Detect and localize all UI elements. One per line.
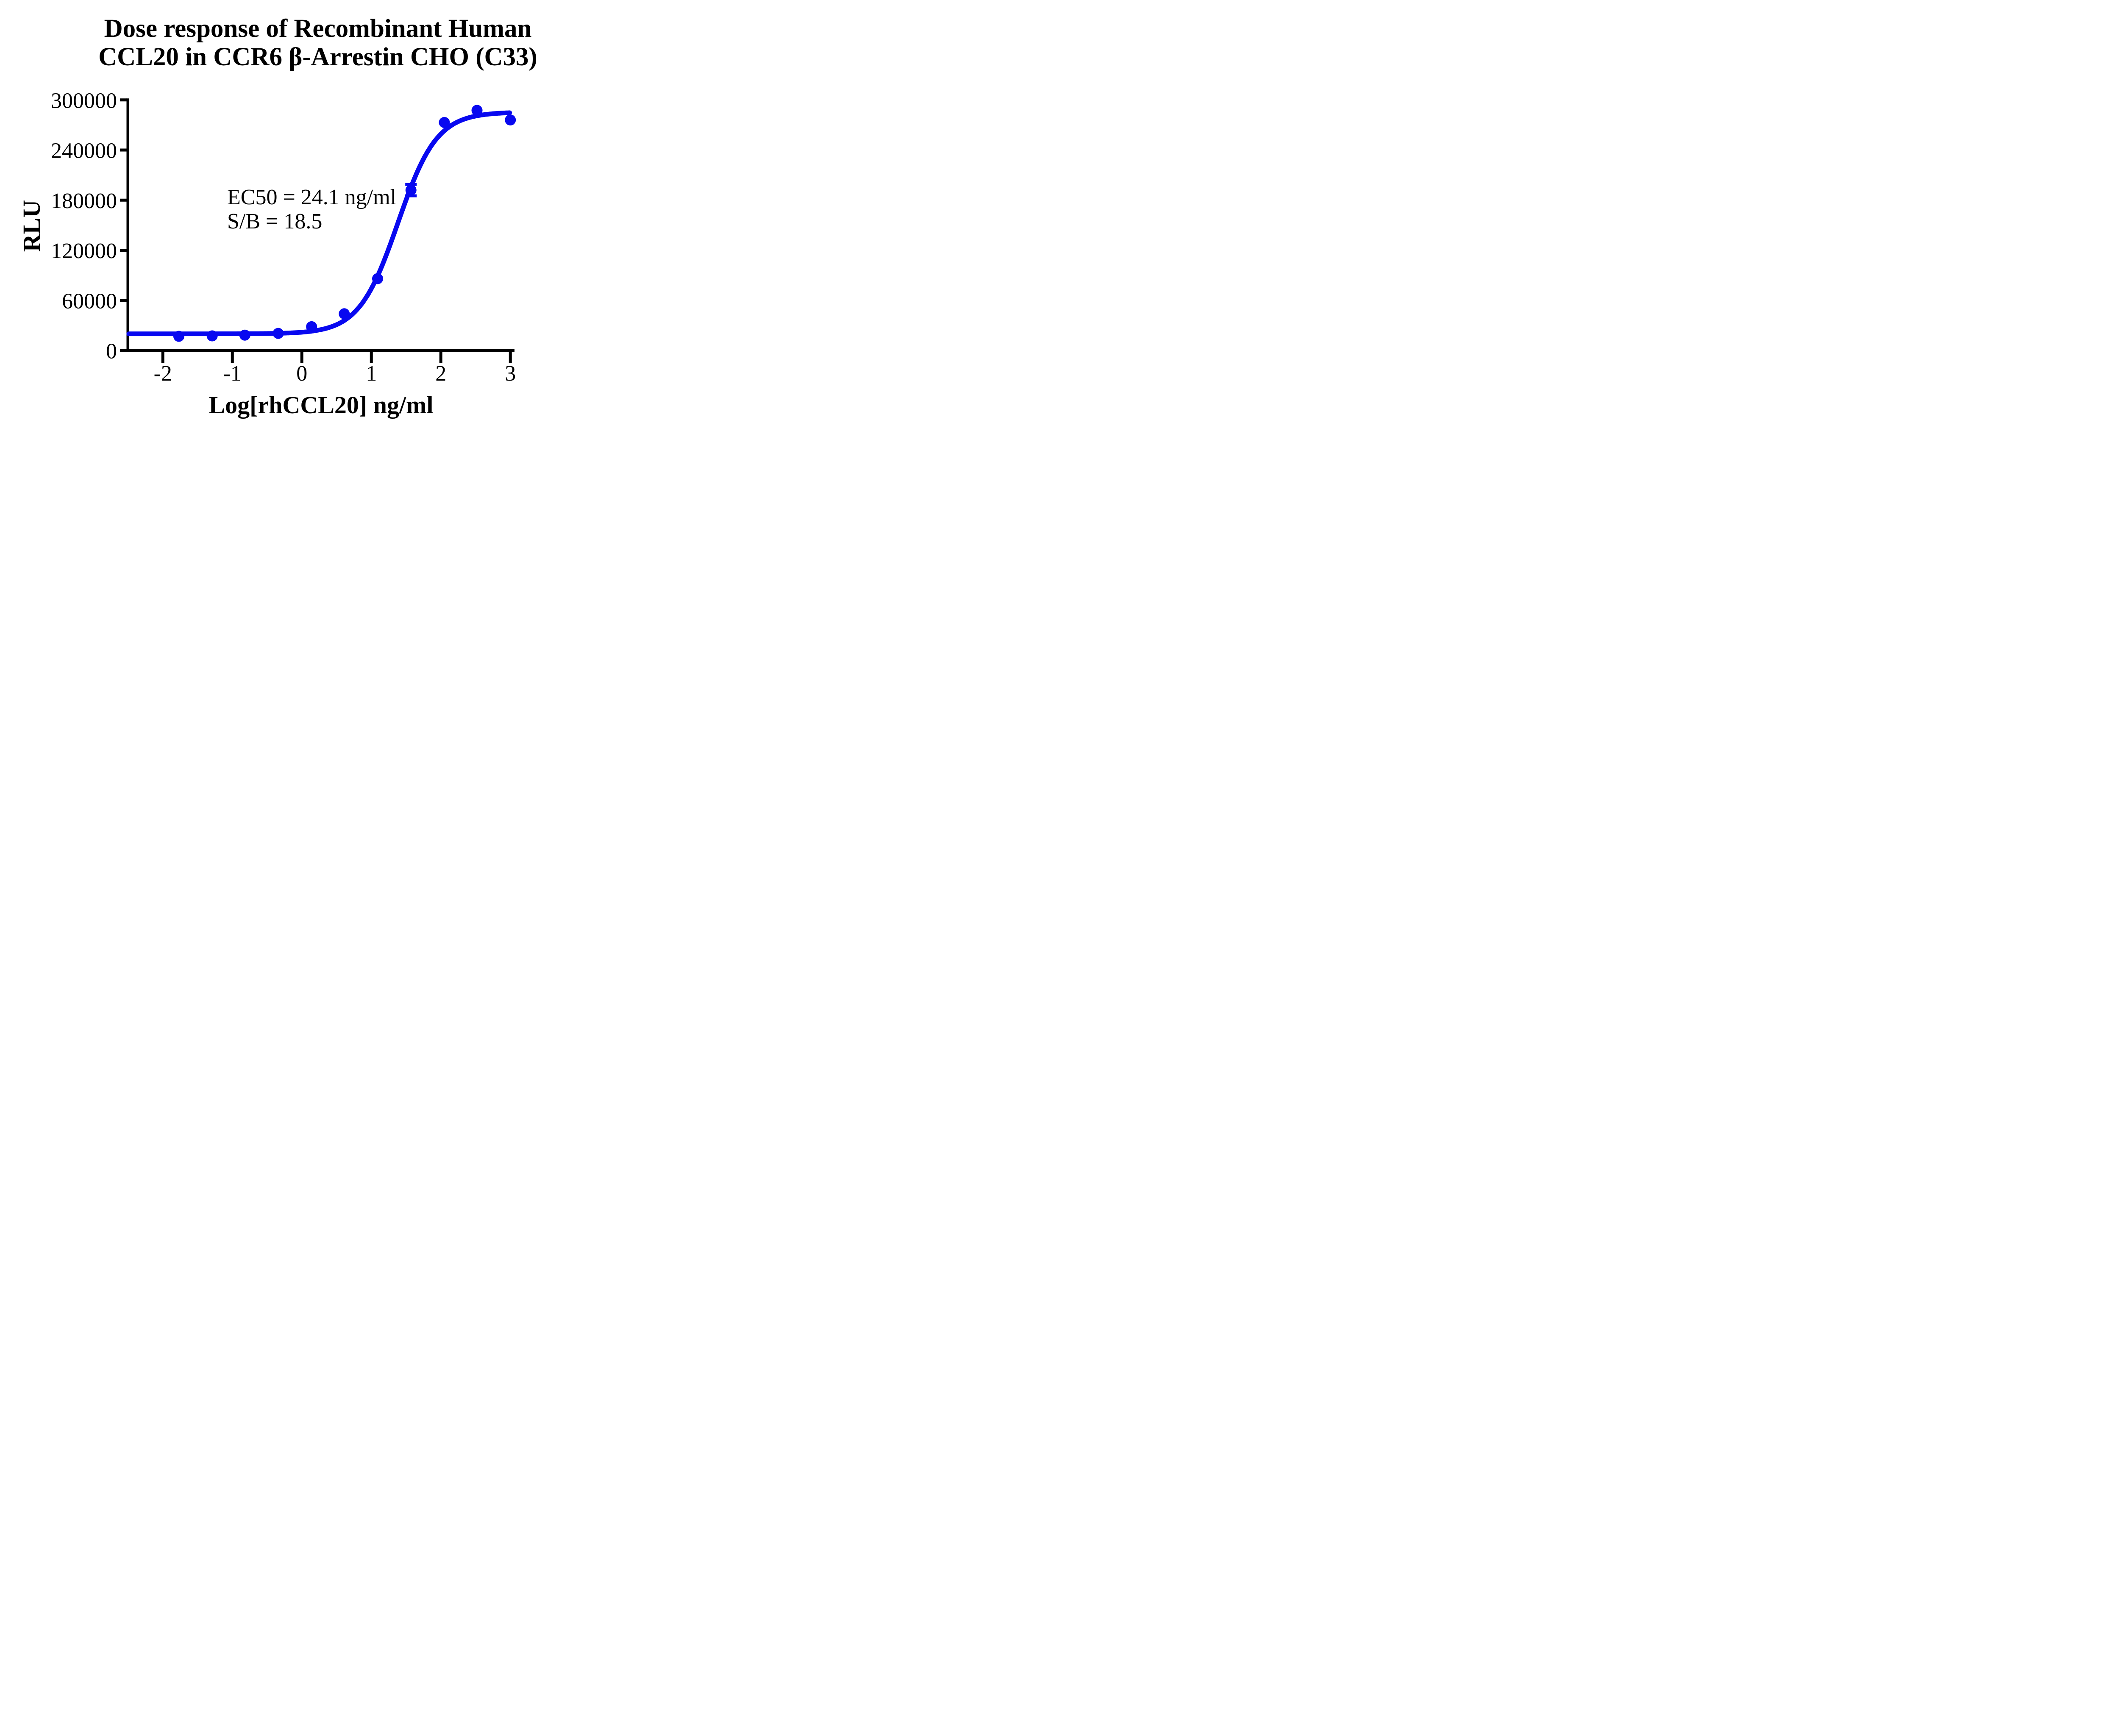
y-tick-label: 60000	[62, 289, 117, 313]
data-point	[206, 330, 218, 342]
x-tick	[370, 352, 373, 363]
data-point	[505, 114, 516, 126]
x-tick-label: 1	[366, 362, 377, 386]
x-tick	[300, 352, 303, 363]
y-tick	[120, 299, 127, 302]
x-axis-title: Log[rhCCL20] ng/ml	[209, 391, 434, 419]
y-tick	[120, 198, 127, 202]
data-point	[372, 273, 384, 284]
y-tick-label: 120000	[51, 239, 117, 263]
data-point	[173, 331, 184, 342]
dose-response-figure: Dose response of Recombinant Human CCL20…	[0, 0, 563, 434]
data-point	[339, 308, 350, 320]
x-tick	[439, 352, 442, 363]
data-point	[273, 328, 284, 339]
error-bar-cap-top	[405, 183, 417, 186]
y-tick-label: 0	[106, 339, 117, 364]
data-point	[306, 321, 317, 332]
y-tick	[120, 98, 127, 102]
annotation: EC50 = 24.1 ng/ml S/B = 18.5	[227, 185, 396, 234]
x-tick	[231, 352, 234, 363]
chart-title-line2: CCL20 in CCR6 β-Arrestin CHO (C33)	[98, 43, 537, 71]
chart-title-line1: Dose response of Recombinant Human	[104, 14, 532, 43]
x-tick-label: 0	[296, 362, 307, 386]
error-bar-cap-bottom	[405, 194, 417, 198]
y-tick-label: 300000	[51, 89, 117, 113]
ec50-annotation: EC50 = 24.1 ng/ml	[227, 185, 397, 209]
y-tick	[120, 349, 127, 352]
y-tick-label: 180000	[51, 189, 117, 213]
x-axis-line	[120, 349, 514, 352]
x-tick	[161, 352, 164, 363]
plot-area: 0 60000 120000 180000 240000 300000 -2 -1 0 1 2 3	[51, 89, 516, 386]
y-tick-label: 240000	[51, 139, 117, 163]
data-point	[471, 105, 483, 116]
data-point	[439, 117, 450, 128]
y-axis-line	[126, 98, 129, 352]
y-tick	[120, 249, 127, 252]
x-tick-label: -2	[154, 362, 172, 386]
chart-title: Dose response of Recombinant Human CCL20…	[72, 14, 563, 71]
x-tick	[509, 352, 512, 363]
x-tick-label: 2	[435, 362, 446, 386]
y-tick	[120, 148, 127, 152]
sb-annotation: S/B = 18.5	[227, 209, 323, 234]
x-tick-label: 3	[505, 362, 516, 386]
data-point	[239, 329, 250, 341]
data-point	[405, 184, 417, 196]
x-tick-label: -1	[223, 362, 242, 386]
fit-curve	[126, 110, 512, 337]
